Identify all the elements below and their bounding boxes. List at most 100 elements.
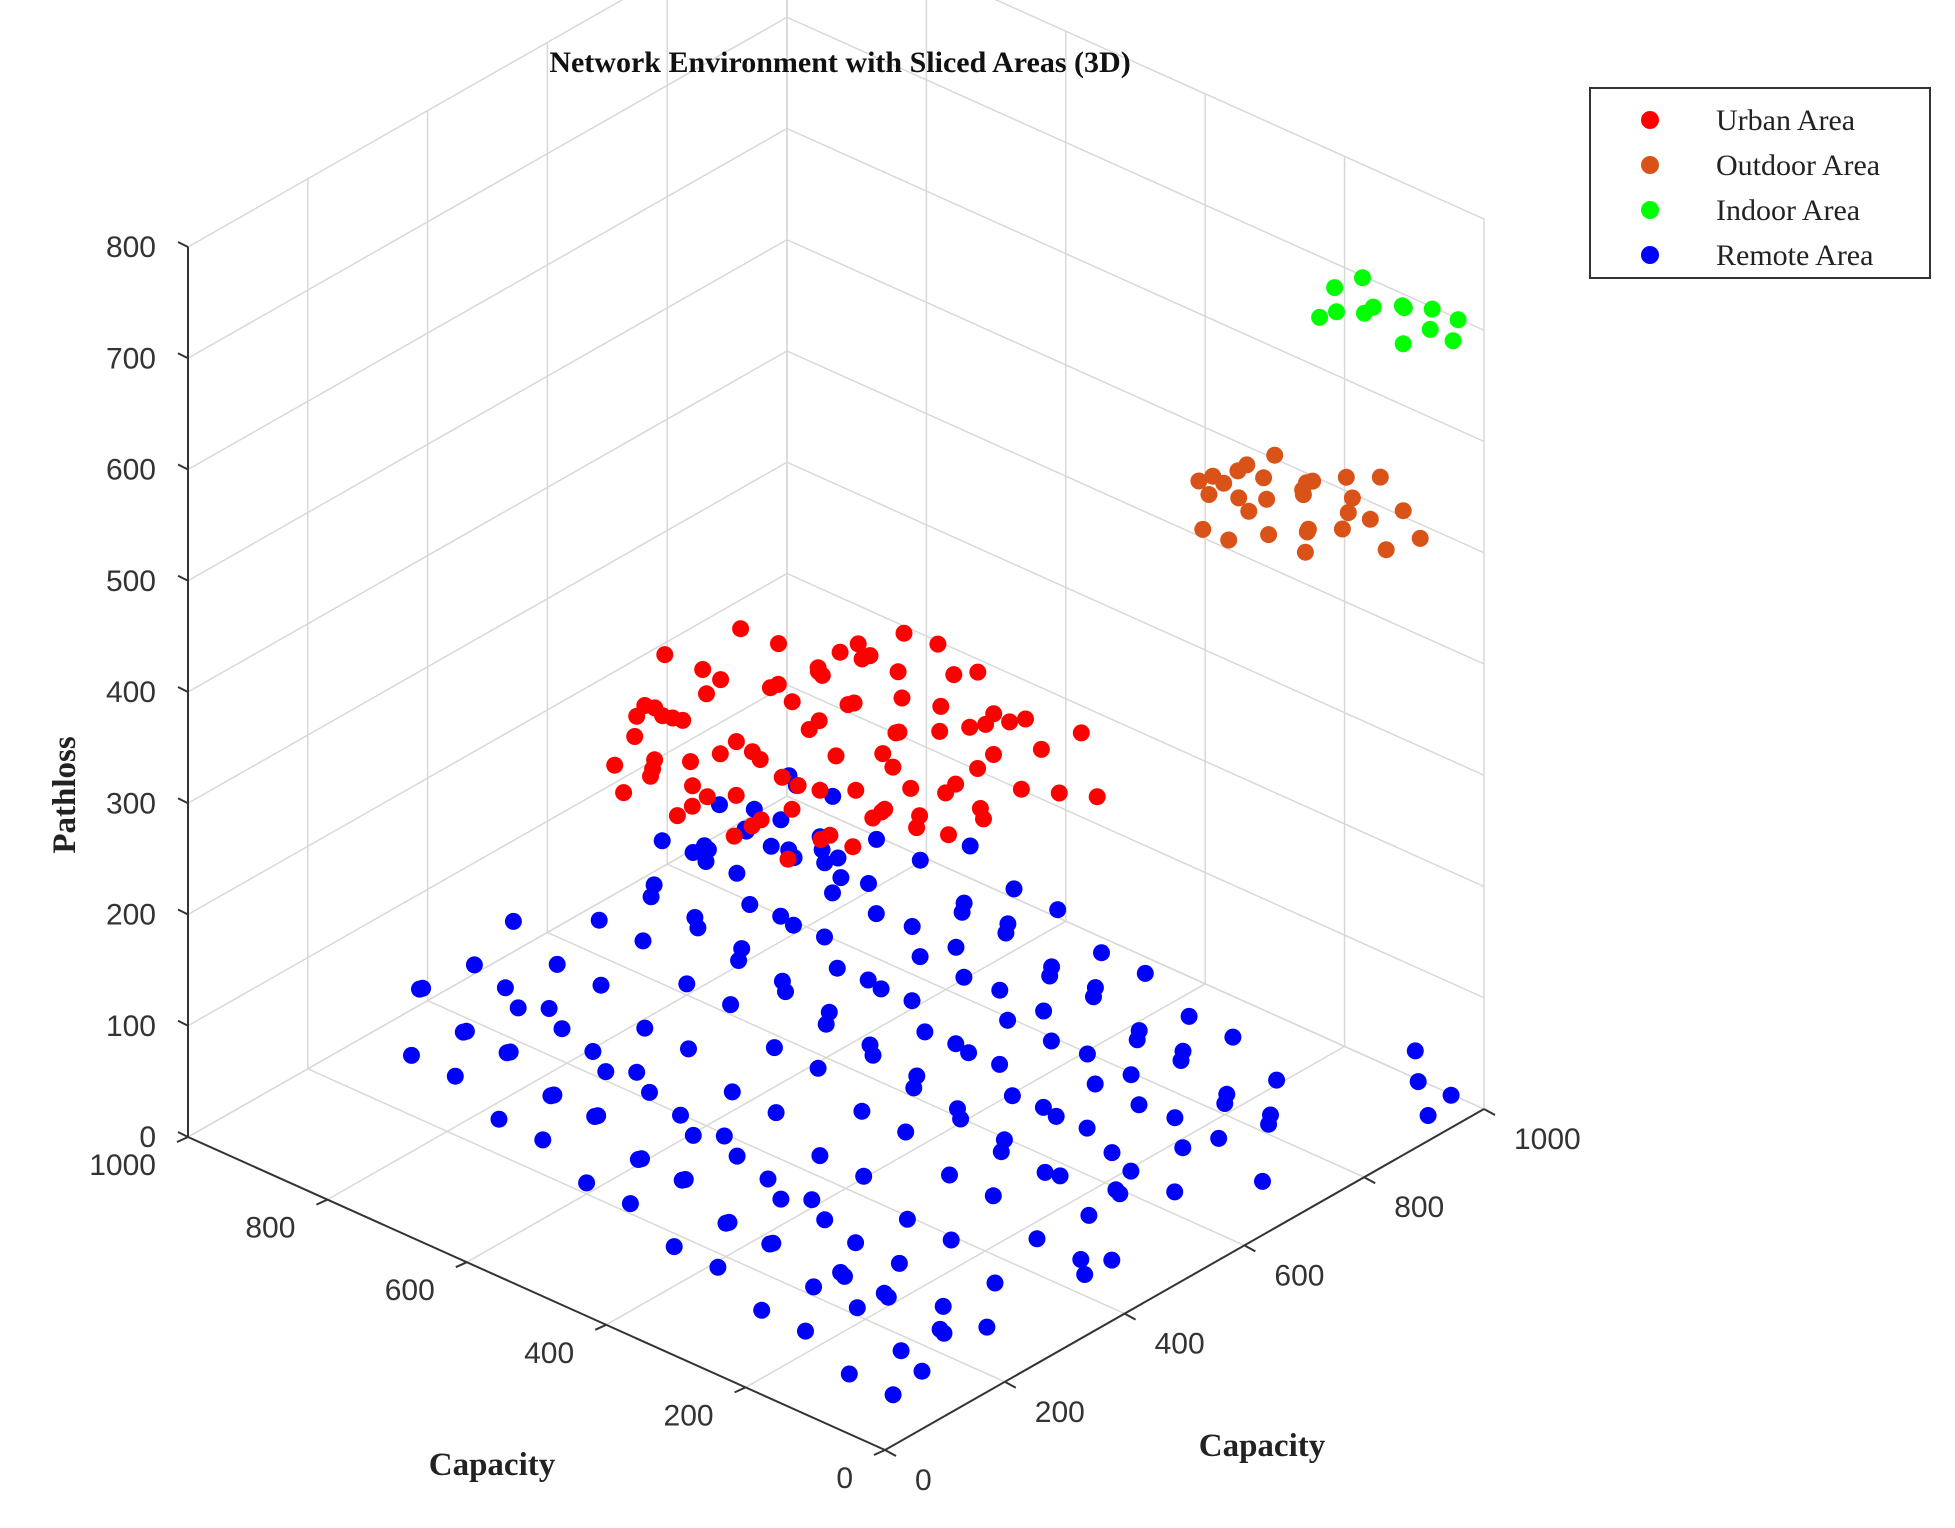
remote-area-point <box>1003 1087 1021 1105</box>
urban-area-point <box>844 838 862 856</box>
remote-area-point <box>1047 1107 1065 1125</box>
outdoor-area-point <box>1371 468 1389 486</box>
remote-area-point <box>897 1123 915 1141</box>
remote-area-point <box>1076 1266 1094 1283</box>
remote-area-point <box>772 1190 790 1208</box>
indoor-area-point <box>1311 308 1329 326</box>
remote-area-point <box>545 1086 563 1104</box>
remote-area-point <box>1051 1167 1069 1185</box>
remote-area-point <box>832 869 850 887</box>
remote-area-point <box>1103 1251 1121 1269</box>
remote-area-point <box>504 912 522 930</box>
remote-area-point <box>772 907 790 925</box>
urban-area-point <box>1017 710 1034 728</box>
remote-area-point <box>947 938 965 956</box>
chart-title: Network Environment with Sliced Areas (3… <box>549 46 1130 79</box>
urban-area-point <box>752 811 770 829</box>
urban-area-point <box>969 760 987 777</box>
remote-area-point <box>847 1234 865 1252</box>
remote-area-point <box>898 1210 916 1228</box>
x-tick-mark <box>873 1449 886 1456</box>
remote-area-point <box>720 1213 738 1231</box>
remote-area-point <box>955 968 973 986</box>
grid-line <box>187 16 788 359</box>
urban-area-point <box>727 733 745 751</box>
z-tick-mark <box>177 797 189 805</box>
remote-area-point <box>952 1110 970 1128</box>
outdoor-area-point <box>1377 541 1395 559</box>
urban-area-point <box>961 718 979 736</box>
z-axis-label: Pathloss <box>47 736 83 854</box>
indoor-area-point <box>1394 335 1412 353</box>
remote-area-point <box>634 932 652 950</box>
urban-area-point <box>770 635 787 653</box>
urban-area-point <box>789 777 807 794</box>
outdoor-area-point <box>1260 526 1278 544</box>
remote-area-point <box>805 1278 823 1296</box>
urban-area-point <box>839 696 857 714</box>
remote-area-point <box>1078 1119 1096 1137</box>
urban-area-point <box>626 728 644 745</box>
remote-area-point <box>1174 1139 1192 1157</box>
indoor-area-point <box>1421 320 1439 338</box>
remote-area-point <box>1036 1163 1054 1181</box>
z-tick-mark <box>177 1131 189 1138</box>
z-tick-label: 500 <box>106 565 156 598</box>
outdoor-area-point <box>1394 502 1412 520</box>
remote-area-point <box>709 1258 727 1276</box>
z-tick-mark <box>177 686 189 693</box>
remote-area-point <box>829 849 847 867</box>
remote-area-point <box>911 948 929 966</box>
indoor-area-point <box>1449 311 1467 329</box>
y-axis-line <box>884 1108 1485 1451</box>
outdoor-area-point <box>1337 468 1355 486</box>
x-tick-label: 800 <box>245 1212 295 1245</box>
urban-area-point <box>642 767 659 785</box>
outdoor-area-point <box>1361 510 1379 528</box>
remote-area-point <box>1107 1181 1125 1199</box>
remote-area-point <box>999 915 1017 933</box>
remote-area-point <box>1409 1073 1427 1091</box>
y-tick-label: 0 <box>915 1464 932 1497</box>
grid-line <box>427 999 1125 1315</box>
urban-area-point <box>711 745 729 763</box>
grid-line <box>786 461 1485 776</box>
x-tick-mark <box>594 1323 607 1331</box>
remote-area-point <box>665 1238 683 1256</box>
remote-area-point <box>678 975 696 993</box>
y-tick-label: 800 <box>1394 1191 1444 1224</box>
remote-area-point <box>628 1063 646 1081</box>
urban-area-point <box>656 646 674 664</box>
remote-area-point <box>689 919 707 937</box>
grid-line <box>187 684 788 1027</box>
x-tick-label: 600 <box>385 1274 435 1307</box>
z-tick-label: 400 <box>106 676 156 709</box>
z-tick-label: 100 <box>106 1010 156 1043</box>
remote-area-point <box>1086 1075 1104 1093</box>
remote-area-point <box>984 1187 1002 1205</box>
indoor-area-point <box>1423 300 1441 318</box>
urban-area-point <box>884 758 902 776</box>
y-tick-mark <box>1243 1244 1256 1253</box>
remote-area-point <box>1043 958 1061 976</box>
outdoor-area-point <box>1240 502 1258 520</box>
remote-area-point <box>414 979 432 997</box>
remote-area-point <box>1174 1042 1192 1060</box>
remote-area-point <box>797 1322 814 1340</box>
remote-area-point <box>816 1211 834 1229</box>
remote-area-point <box>995 1131 1013 1149</box>
urban-area-point <box>727 786 745 804</box>
remote-area-point <box>785 916 802 934</box>
urban-area-point <box>732 620 750 638</box>
x-tick-label: 400 <box>524 1337 574 1370</box>
remote-area-point <box>621 1195 639 1213</box>
grid-line <box>307 1068 1006 1383</box>
urban-area-point <box>908 819 926 837</box>
urban-area-point <box>971 800 989 817</box>
remote-area-point <box>1218 1085 1236 1103</box>
outdoor-area-point <box>1190 472 1208 490</box>
outdoor-area-point <box>1230 489 1248 507</box>
x-tick-label: 200 <box>664 1399 714 1432</box>
remote-area-point <box>548 955 566 973</box>
